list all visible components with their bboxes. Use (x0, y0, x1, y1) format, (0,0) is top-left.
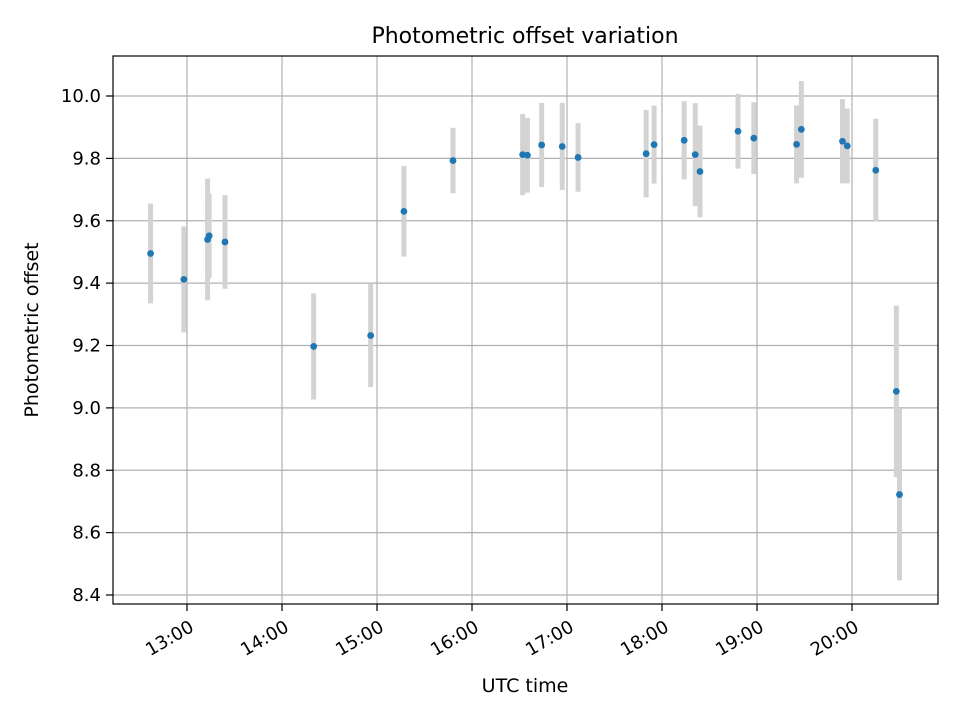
y-tick-label: 8.4 (72, 585, 101, 606)
data-point (524, 151, 531, 159)
data-point (367, 332, 375, 339)
x-axis-label: UTC time (482, 675, 569, 697)
data-point (843, 142, 851, 150)
y-tick-label: 9.6 (72, 211, 101, 232)
data-point (558, 143, 566, 150)
y-tick-label: 9.0 (72, 398, 101, 419)
data-point (449, 157, 457, 164)
data-point (574, 154, 582, 161)
data-point (642, 150, 650, 158)
data-point (650, 141, 658, 149)
data-point (310, 343, 318, 350)
y-tick-label: 8.8 (72, 460, 101, 481)
y-tick-label: 9.8 (72, 148, 101, 169)
data-point (696, 168, 704, 175)
data-point (892, 387, 900, 395)
data-point (793, 140, 800, 148)
data-point (147, 250, 154, 257)
y-tick-label: 9.4 (72, 273, 101, 294)
data-point (538, 141, 546, 149)
plot-frame (112, 55, 939, 605)
data-point (680, 136, 688, 144)
data-point (180, 275, 188, 283)
data-point (734, 127, 742, 135)
data-point (400, 207, 408, 215)
y-axis-label: Photometric offset (21, 242, 43, 417)
data-point (750, 134, 758, 142)
data-point (205, 232, 213, 240)
data-point (691, 151, 699, 159)
data-point (896, 491, 903, 498)
y-axis-ticks: 8.4 8.6 8.8 9.0 9.2 9.4 9.6 9.8 10.0 (61, 86, 113, 606)
y-tick-label: 10.0 (61, 86, 101, 107)
grid (113, 56, 938, 604)
data-point (797, 125, 805, 133)
data-point (872, 166, 880, 174)
data-point (221, 238, 229, 246)
y-tick-label: 8.6 (72, 523, 101, 544)
chart-title: Photometric offset variation (371, 24, 678, 49)
data-points (147, 125, 903, 498)
data-point (839, 137, 846, 145)
y-tick-label: 9.2 (72, 336, 101, 357)
